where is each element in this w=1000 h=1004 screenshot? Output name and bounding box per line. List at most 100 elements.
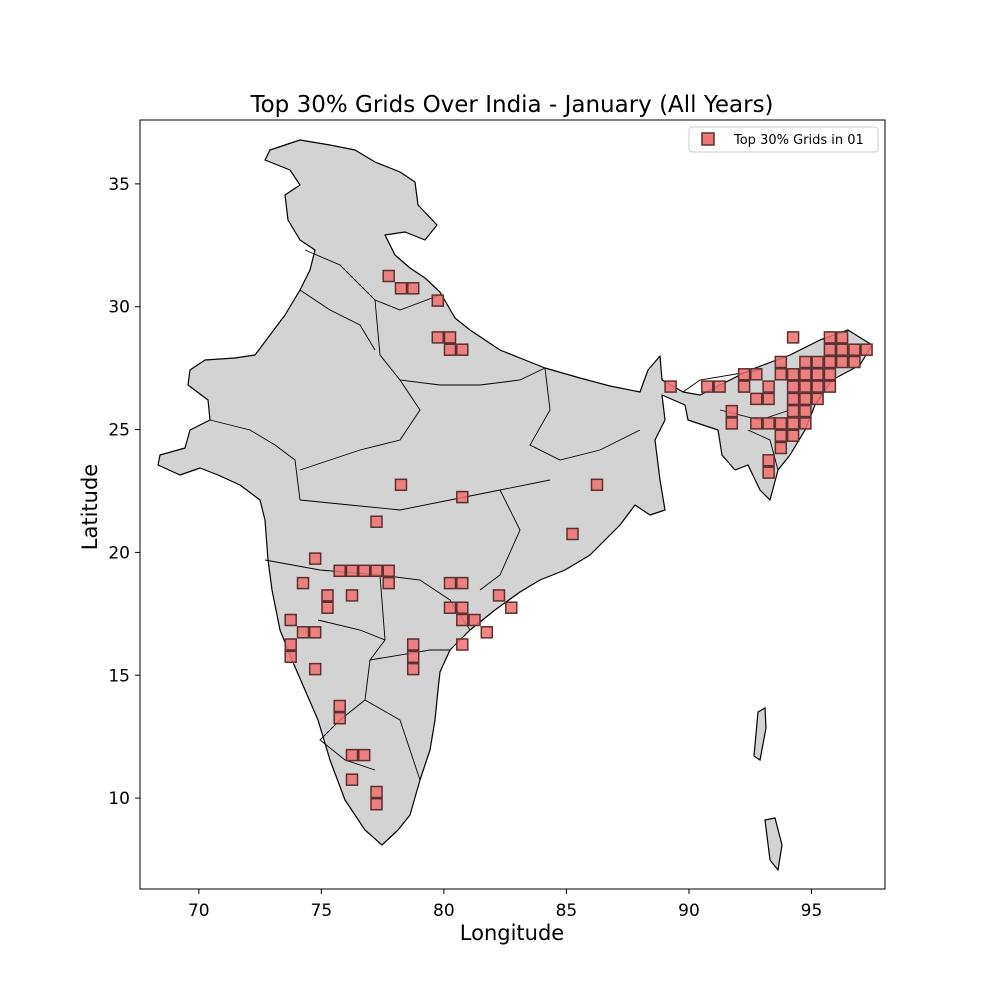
grid-marker [848, 355, 861, 369]
grid-marker [811, 355, 824, 369]
grid-marker [394, 282, 408, 295]
grid-marker [762, 454, 775, 467]
grid-marker [370, 797, 383, 811]
grid-marker [333, 711, 346, 725]
grid-marker [406, 638, 420, 651]
grid-marker [811, 392, 824, 406]
legend-swatch [701, 132, 715, 146]
grid-marker [357, 748, 371, 762]
y-tick-label: 10 [108, 789, 130, 809]
y-tick-label: 15 [108, 666, 130, 686]
grid-marker [456, 343, 469, 356]
grid-marker [762, 392, 775, 406]
grid-marker [456, 490, 469, 504]
grid-marker [308, 662, 322, 676]
x-tick-label: 70 [188, 901, 210, 921]
grid-marker [370, 515, 383, 528]
grid-marker [774, 441, 788, 455]
grid-marker [443, 601, 457, 614]
grid-marker [823, 368, 837, 381]
grid-marker [750, 417, 763, 430]
grid-marker [443, 576, 457, 590]
grid-marker [799, 355, 812, 369]
grid-marker [786, 380, 800, 393]
x-tick-label: 75 [311, 901, 333, 921]
grid-marker [492, 589, 506, 602]
grid-marker [786, 404, 800, 418]
grid-marker [848, 343, 861, 356]
grid-marker [345, 564, 359, 578]
chart-title: Top 30% Grids Over India - January (All … [249, 92, 773, 118]
grid-marker [296, 626, 310, 639]
grid-marker [786, 392, 800, 406]
grid-marker [799, 417, 812, 430]
grid-marker [456, 576, 469, 590]
legend-label: Top 30% Grids in 01 [733, 133, 864, 148]
y-tick-label: 25 [108, 421, 130, 441]
grid-marker [799, 368, 812, 381]
grid-marker [737, 368, 751, 381]
grid-marker [799, 380, 812, 393]
grid-marker [505, 601, 518, 614]
y-axis-ticks: 10 15 20 25 30 35 [108, 175, 140, 809]
india-basemap [157, 139, 873, 872]
grid-marker [664, 380, 677, 393]
grid-marker [725, 404, 739, 418]
x-tick-label: 80 [433, 901, 455, 921]
x-tick-label: 95 [801, 901, 823, 921]
grid-marker [406, 650, 420, 664]
grid-marker [308, 552, 322, 565]
grid-marker [345, 589, 359, 602]
grid-marker [284, 613, 297, 627]
grid-marker [823, 331, 837, 344]
x-axis-ticks: 70 75 80 85 90 95 [188, 889, 822, 921]
grid-marker [333, 564, 346, 578]
grid-marker [443, 331, 457, 344]
grid-marker [406, 282, 420, 295]
grid-marker [835, 331, 849, 344]
grid-marker [357, 564, 371, 578]
grid-marker [296, 576, 310, 590]
grid-marker [811, 380, 824, 393]
grid-marker [284, 650, 297, 664]
grid-marker [774, 368, 788, 381]
grid-marker [762, 380, 775, 393]
grid-marker [811, 368, 824, 381]
x-tick-label: 90 [678, 901, 700, 921]
grid-marker [456, 638, 469, 651]
grid-marker [823, 380, 837, 393]
grid-marker [468, 613, 481, 627]
y-tick-label: 20 [108, 543, 130, 563]
grid-marker [394, 478, 408, 492]
grid-marker [431, 331, 445, 344]
x-tick-label: 85 [556, 901, 578, 921]
grid-marker [566, 527, 579, 541]
plot-frame [139, 119, 886, 890]
grid-marker [823, 343, 837, 356]
y-tick-label: 35 [108, 175, 130, 195]
grid-marker [835, 355, 849, 369]
grid-marker [762, 466, 775, 479]
india-outline [157, 139, 873, 846]
grid-marker [860, 343, 873, 356]
grid-marker [456, 613, 469, 627]
legend: Top 30% Grids in 01 [688, 126, 879, 153]
grid-marker [786, 331, 800, 344]
grid-marker [382, 269, 395, 283]
grid-marker [799, 404, 812, 418]
grid-marker [443, 343, 457, 356]
grid-marker [345, 773, 359, 786]
grid-markers [284, 269, 873, 811]
grid-marker [382, 564, 395, 578]
grid-marker [370, 785, 383, 799]
grid-marker [786, 417, 800, 430]
grid-marker [774, 429, 788, 442]
grid-marker [321, 589, 334, 602]
grid-marker [713, 380, 726, 393]
grid-marker [284, 638, 297, 651]
grid-marker [382, 576, 395, 590]
grid-marker [333, 699, 346, 713]
grid-marker [590, 478, 604, 492]
